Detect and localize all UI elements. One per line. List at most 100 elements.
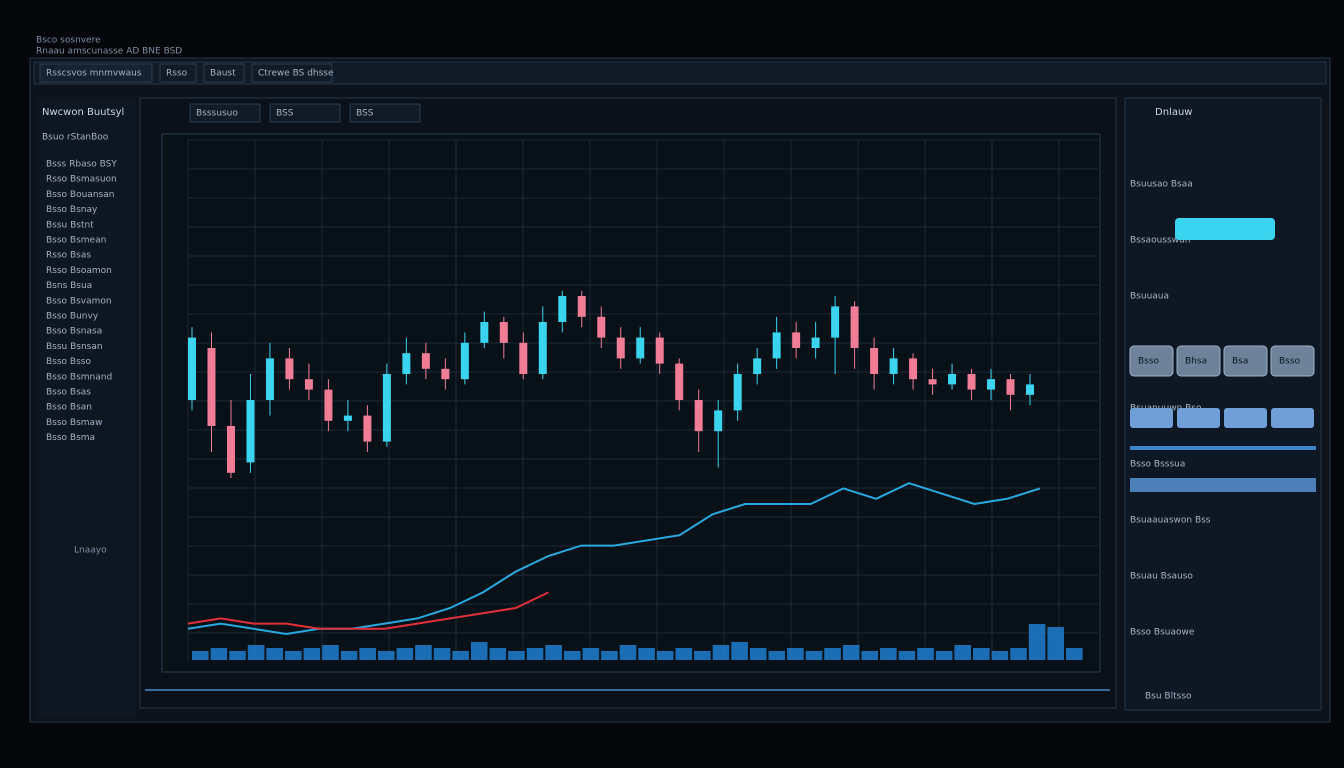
volume-bar — [1010, 648, 1027, 660]
candle-body — [480, 322, 489, 343]
header-line: Rnaau amscunasse AD BNE BSD — [36, 47, 182, 57]
tool-button[interactable] — [189, 103, 261, 123]
panel-chip[interactable] — [1130, 408, 1173, 428]
volume-bar — [322, 645, 339, 660]
sidebar-item[interactable]: Bsso Bsas — [46, 388, 91, 398]
sidebar-item[interactable]: Bsso Bsnay — [46, 205, 98, 215]
panel-button-label[interactable]: Bsa — [1232, 357, 1248, 367]
sidebar-item[interactable]: Bssu Bsnsan — [46, 342, 103, 352]
candle-body — [850, 306, 859, 348]
tab-label[interactable]: Ctrewe BS dhsse — [258, 69, 334, 79]
sidebar-item[interactable]: Bsso Bouansan — [46, 190, 114, 200]
sidebar-item[interactable]: Bsss Rbaso BSY — [46, 160, 117, 170]
sidebar-item[interactable]: Rsso Bsmasuon — [46, 175, 117, 185]
tool-button[interactable] — [269, 103, 341, 123]
panel-row: Bsso Bsssua — [1130, 460, 1185, 470]
sidebar-item[interactable]: Bssu Bstnt — [46, 220, 94, 230]
candle-body — [382, 374, 391, 442]
sidebar-item[interactable]: Bsso Bsmnand — [46, 372, 112, 382]
panel-button[interactable] — [1129, 345, 1174, 377]
panel-row: Bsuusao Bsaa — [1130, 180, 1193, 190]
tool-button[interactable] — [349, 103, 421, 123]
candle-body — [675, 363, 684, 400]
tab-label[interactable]: Baust — [210, 69, 236, 79]
sidebar-item[interactable]: Bsso Bunvy — [46, 312, 99, 322]
volume-bar — [712, 645, 730, 660]
tab[interactable] — [39, 63, 153, 83]
panel-button[interactable] — [1176, 345, 1221, 377]
candle-body — [519, 342, 528, 374]
tool-label[interactable]: BSS — [276, 109, 294, 119]
candle-body — [655, 337, 664, 364]
candle-body — [402, 353, 411, 374]
sidebar-item[interactable]: Rsso Bsoamon — [46, 266, 112, 276]
tab[interactable] — [251, 63, 333, 83]
panel-bar — [1130, 446, 1316, 450]
volume-bar — [415, 645, 432, 660]
candle-body — [616, 337, 625, 359]
candle-body — [987, 379, 996, 390]
volume-bar — [433, 648, 451, 660]
panel-button-label[interactable]: Bsso — [1279, 357, 1301, 367]
candle-body — [324, 389, 333, 421]
volume-bar — [805, 651, 823, 660]
panel-button-label[interactable]: Bhsa — [1185, 357, 1207, 367]
volume-bar — [1028, 624, 1046, 660]
volume-bar — [284, 651, 302, 660]
volume-bar — [694, 651, 711, 660]
tab-bar — [33, 61, 1327, 85]
candle-body — [597, 316, 606, 338]
sidebar-item[interactable]: Bsso Bsso — [46, 357, 91, 367]
volume-bar — [991, 651, 1009, 660]
sidebar — [36, 98, 136, 718]
volume-bar — [229, 651, 246, 660]
candle-body — [441, 368, 450, 380]
sidebar-item[interactable]: Bsso Bsvamon — [46, 296, 112, 306]
tab[interactable] — [159, 63, 197, 83]
volume-bar — [582, 648, 600, 660]
volume-bar — [768, 651, 786, 660]
sidebar-item[interactable]: Bsso Bsnasa — [46, 327, 102, 337]
tab[interactable] — [203, 63, 245, 83]
volume-bar — [1066, 648, 1083, 660]
volume-bar — [303, 648, 321, 660]
panel-button-label[interactable]: Bsso — [1138, 357, 1160, 367]
candle-body — [577, 296, 586, 317]
candle-body — [265, 358, 274, 400]
panel-chip[interactable] — [1224, 408, 1267, 428]
volume-bar — [898, 651, 916, 660]
volume-bar — [824, 648, 841, 660]
right-panel — [1124, 97, 1322, 711]
sidebar-footer: Lnaayo — [74, 546, 107, 556]
sidebar-item[interactable]: Bsso Bsmean — [46, 236, 106, 246]
candle-body — [226, 426, 235, 473]
panel-chip[interactable] — [1177, 408, 1220, 428]
sidebar-item[interactable]: Bsso Bsan — [46, 403, 92, 413]
candle-body — [188, 337, 196, 400]
sidebar-item[interactable]: Bsso Bsmaw — [46, 418, 102, 428]
volume-bar — [247, 645, 265, 660]
volume-bar — [861, 651, 879, 660]
panel-button[interactable] — [1223, 345, 1268, 377]
tool-label[interactable]: BSS — [356, 109, 374, 119]
volume-bar — [377, 651, 395, 660]
volume-bar — [601, 651, 618, 660]
volume-bar — [731, 642, 748, 660]
panel-row: Bsuuaua — [1130, 292, 1169, 302]
sidebar-item[interactable]: Rsso Bsas — [46, 251, 91, 261]
panel-button[interactable] — [1270, 345, 1315, 377]
candle-body — [421, 353, 430, 369]
candle-body — [909, 358, 918, 380]
candle-body — [694, 400, 703, 432]
sidebar-item[interactable]: Bsns Bsua — [46, 281, 92, 291]
candle-body — [207, 348, 216, 426]
volume-bar — [192, 651, 209, 660]
panel-title: Dnlauw — [1155, 107, 1192, 118]
tool-label[interactable]: Bsssusuo — [196, 109, 238, 119]
header-line: Bsco sosnvere — [36, 36, 101, 46]
tab-label[interactable]: Rsso — [166, 69, 188, 79]
sidebar-item[interactable]: Bsso Bsma — [46, 433, 95, 443]
panel-chip[interactable] — [1271, 408, 1314, 428]
candle-body — [285, 358, 294, 380]
tab-label[interactable]: Rsscsvos mnmvwaus — [46, 69, 142, 79]
